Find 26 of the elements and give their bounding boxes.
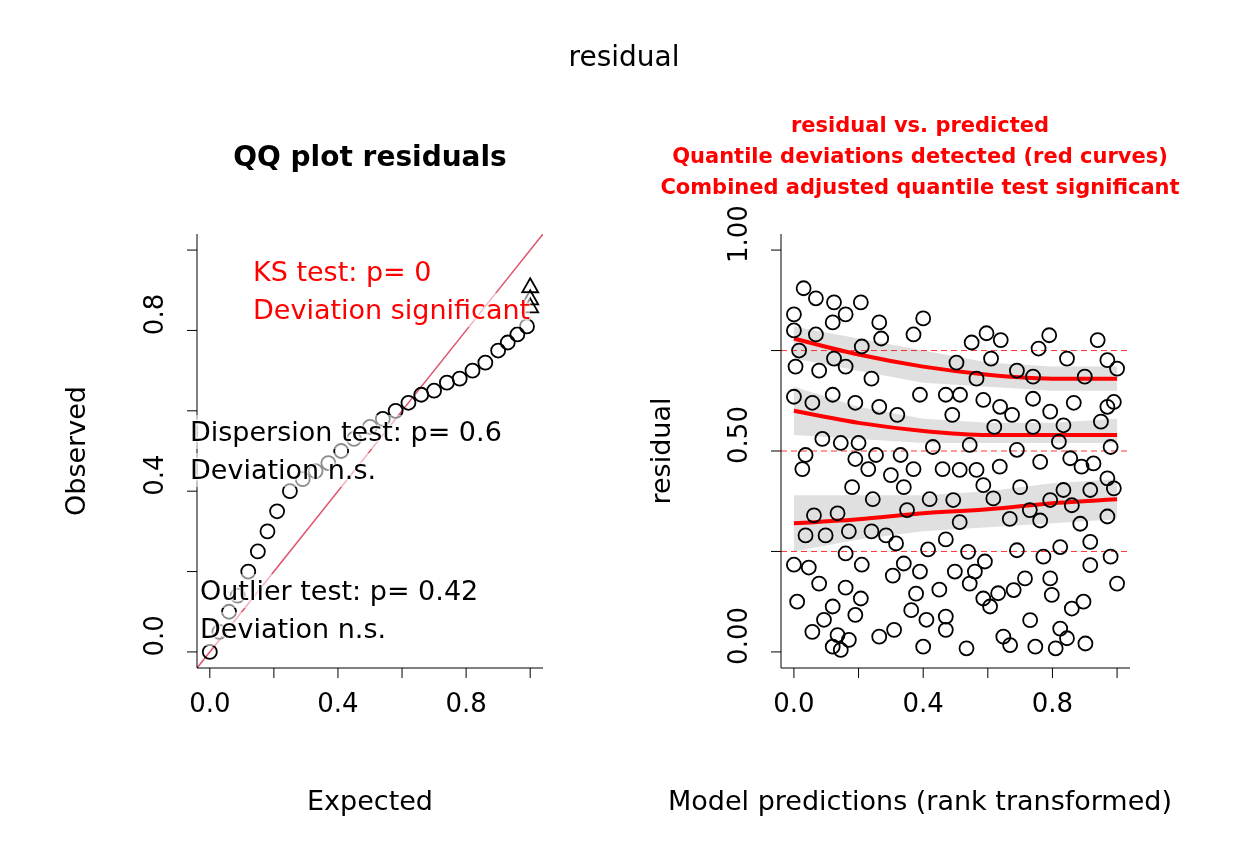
x-tick-label: 0.4	[902, 688, 944, 718]
y-axis-title: residual	[644, 397, 676, 505]
y-tick-label: 0.00	[723, 606, 753, 665]
annotation: KS test: p= 0	[253, 255, 432, 289]
annotation: Outlier test: p= 0.42	[200, 574, 479, 608]
chart-title: QQ plot residuals	[232, 140, 508, 174]
x-tick-label: 0.4	[317, 688, 359, 718]
y-tick-label: 0.50	[723, 406, 753, 464]
x-tick-label: 0.0	[773, 688, 815, 718]
x-tick-label: 0.8	[1031, 688, 1074, 718]
chart-subtitle: Quantile deviations detected (red curves) Combined adjusted quantile test significant	[659, 143, 1181, 201]
x-tick-label: 0.8	[445, 688, 487, 718]
chart-title: residual vs. predicted	[789, 112, 1051, 139]
x-axis-title: Expected	[306, 785, 434, 816]
annotation: Deviation n.s.	[200, 612, 387, 646]
annotation: Deviation n.s.	[190, 453, 377, 487]
text: residual	[567, 40, 681, 74]
y-tick-label: 1.00	[723, 205, 753, 264]
annotation: Dispersion test: p= 0.6	[190, 415, 502, 449]
x-tick-label: 0.0	[189, 688, 231, 718]
y-tick-label: 0.8	[139, 293, 169, 336]
y-tick-label: 0.0	[139, 615, 169, 657]
y-axis-title: Observed	[59, 386, 91, 516]
annotation: Deviation significant	[253, 293, 531, 327]
y-tick-label: 0.4	[139, 454, 169, 496]
x-axis-title: Model predictions (rank transformed)	[667, 785, 1173, 816]
